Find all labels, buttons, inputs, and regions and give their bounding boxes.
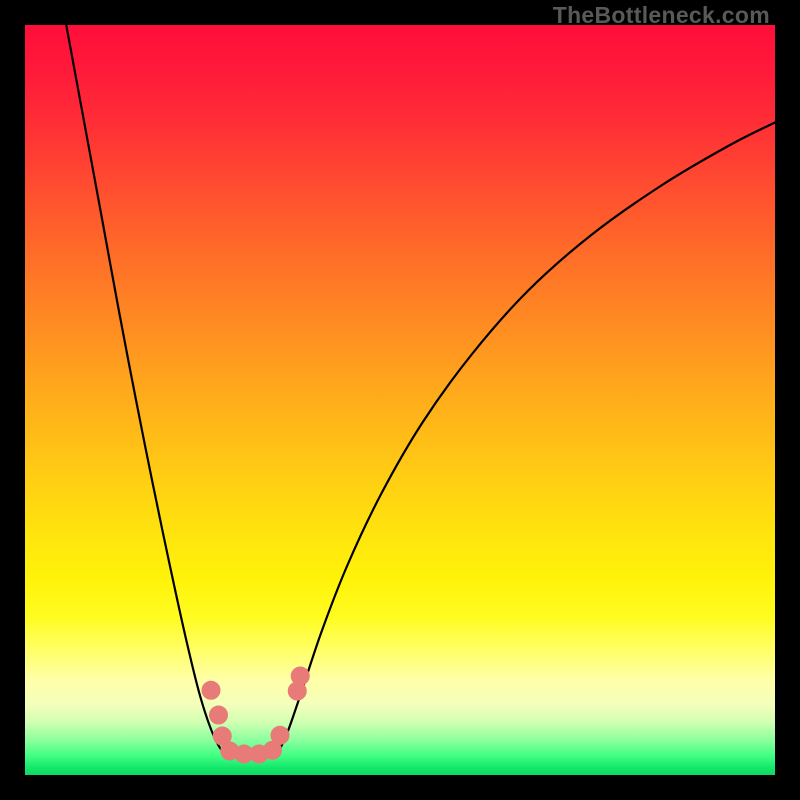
data-marker (210, 706, 228, 724)
data-marker (291, 667, 309, 685)
plot-area (25, 25, 775, 775)
curve-layer (25, 25, 775, 775)
bottleneck-curve (66, 25, 775, 756)
data-marker (271, 726, 289, 744)
chart-frame: TheBottleneck.com (0, 0, 800, 800)
data-marker (202, 681, 220, 699)
